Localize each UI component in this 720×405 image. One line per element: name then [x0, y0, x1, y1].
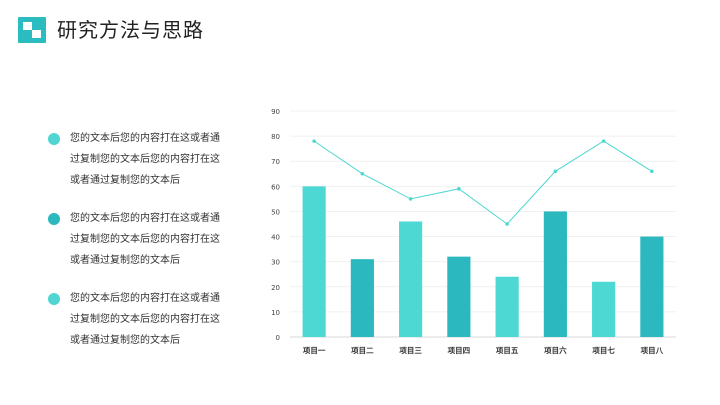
bar [399, 221, 423, 337]
line-point [650, 169, 654, 174]
bar [640, 236, 664, 337]
bullet-text: 您的文本后您的内容打在这或者通过复制您的文本后您的内容打在这或者通过复制您的文本… [70, 293, 220, 346]
y-tick-label: 90 [271, 108, 280, 116]
line-point [601, 139, 606, 143]
bar [543, 211, 567, 337]
bullet-dot-icon [48, 293, 60, 305]
bullet-item: 您的文本后您的内容打在这或者通过复制您的文本后您的内容打在这或者通过复制您的文本… [48, 288, 228, 368]
bar [350, 259, 374, 337]
page-title: 研究方法与思路 [57, 18, 204, 42]
x-tick-label: 项目一 [303, 346, 326, 355]
line-point [408, 197, 413, 201]
x-tick-label: 项目八 [641, 346, 664, 355]
y-tick-label: 80 [271, 133, 280, 141]
x-tick-label: 项目三 [399, 346, 422, 355]
y-tick-label: 0 [276, 334, 280, 342]
logo-icon [18, 17, 46, 43]
bullet-dot-icon [48, 133, 60, 145]
x-tick-label: 项目二 [351, 346, 374, 355]
bar [592, 281, 616, 337]
x-tick-label: 项目五 [496, 346, 519, 355]
line-point [553, 169, 558, 174]
line-series [313, 140, 653, 225]
y-tick-label: 30 [271, 259, 280, 267]
bullet-text: 您的文本后您的内容打在这或者通过复制您的文本后您的内容打在这或者通过复制您的文本… [70, 133, 220, 186]
y-tick-label: 60 [271, 183, 280, 191]
x-tick-label: 项目四 [448, 346, 471, 355]
x-tick-label: 项目六 [544, 345, 567, 355]
y-tick-label: 50 [271, 208, 280, 216]
bar-line-chart: 0 10 20 30 40 50 60 70 80 90 项目一 项目二 项目三 项目四 项目五 项目六 项目七… [271, 108, 676, 355]
bullet-dot-icon [48, 213, 60, 225]
bullet-list: 您的文本后您的内容打在这或者通过复制您的文本后您的内容打在这或者通过复制您的文本… [48, 128, 228, 368]
line-point [360, 171, 365, 176]
line-point [312, 139, 316, 143]
line-point [505, 222, 509, 226]
line-point [457, 187, 461, 191]
bar [495, 276, 519, 337]
y-tick-label: 10 [271, 309, 280, 317]
bullet-item: 您的文本后您的内容打在这或者通过复制您的文本后您的内容打在这或者通过复制您的文本… [48, 208, 228, 288]
y-tick-label: 20 [271, 284, 280, 292]
bar [447, 256, 471, 337]
bullet-item: 您的文本后您的内容打在这或者通过复制您的文本后您的内容打在这或者通过复制您的文本… [48, 128, 228, 208]
y-tick-label: 70 [271, 158, 280, 166]
x-tick-label: 项目七 [592, 345, 615, 355]
bar [302, 186, 326, 337]
y-tick-label: 40 [271, 234, 280, 242]
bullet-text: 您的文本后您的内容打在这或者通过复制您的文本后您的内容打在这或者通过复制您的文本… [70, 213, 220, 266]
